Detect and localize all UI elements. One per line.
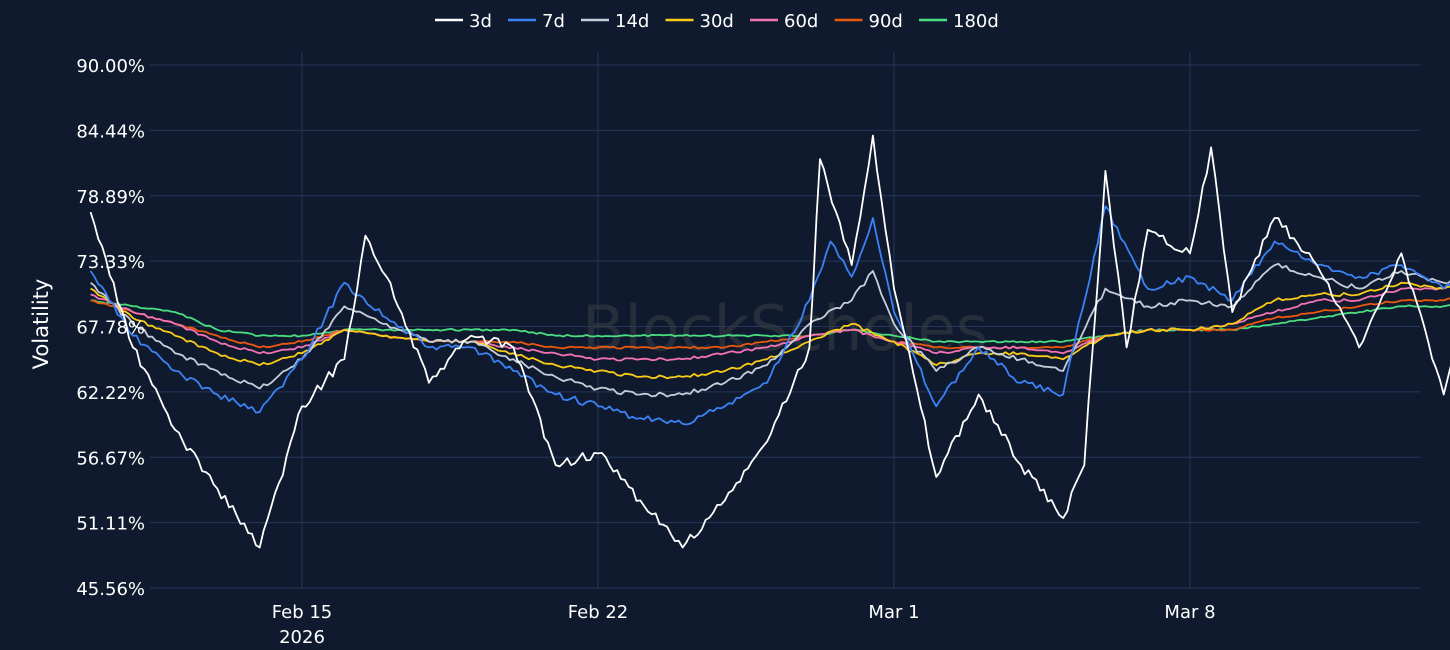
series-line-7d [89,205,1450,426]
x-axis-ticks: Feb 15 2026 Feb 22 Mar 1 Mar 8 [272,602,1216,648]
legend[interactable]: 3d 7d 14d 30d 60d 90d 180d [435,11,999,32]
legend-label: 60d [784,11,818,32]
legend-item-30d[interactable]: 30d [665,11,734,32]
series-layer [89,134,1450,549]
legend-label: 3d [469,11,492,32]
legend-label: 7d [542,11,565,32]
y-tick-label: 90.00% [76,56,145,77]
watermark: BlockScholes [582,292,988,365]
legend-item-60d[interactable]: 60d [750,11,818,32]
y-axis-ticks: 90.00% 84.44% 78.89% 73.33% 67.78% 62.22% 56.6… [76,56,145,600]
y-tick-label: 45.56% [76,579,145,600]
legend-label: 90d [869,11,903,32]
y-tick-label: 62.22% [76,383,145,404]
grid [150,53,1420,589]
legend-label: 14d [615,11,649,32]
y-tick-label: 51.11% [76,514,145,535]
x-tick-label: Mar 8 [1164,602,1215,623]
x-tick-sublabel: 2026 [279,627,325,648]
legend-item-7d[interactable]: 7d [508,11,565,32]
legend-item-3d[interactable]: 3d [435,11,492,32]
y-axis-title: Volatility [29,279,53,370]
x-tick-label: Mar 1 [868,602,919,623]
legend-item-180d[interactable]: 180d [919,11,999,32]
x-tick-label: Feb 22 [568,602,629,623]
y-tick-label: 73.33% [76,252,145,273]
legend-label: 180d [953,11,999,32]
series-line-180d [90,299,1450,344]
x-tick-label: Feb 15 [272,602,333,623]
legend-item-90d[interactable]: 90d [834,11,903,32]
y-tick-label: 84.44% [76,121,145,142]
legend-item-14d[interactable]: 14d [581,11,649,32]
legend-label: 30d [700,11,734,32]
y-tick-label: 67.78% [76,318,145,339]
series-line-30d [90,281,1450,380]
series-line-3d [89,134,1450,549]
y-tick-label: 78.89% [76,187,145,208]
series-line-14d [90,262,1450,398]
y-tick-label: 56.67% [76,448,145,469]
